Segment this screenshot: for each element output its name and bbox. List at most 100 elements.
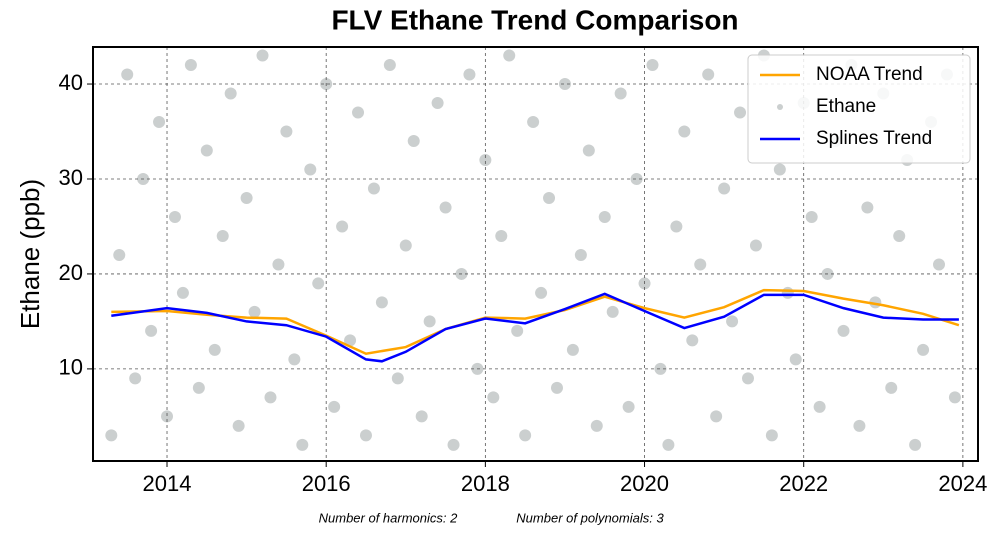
scatter-point xyxy=(447,438,460,451)
scatter-point xyxy=(694,258,707,271)
scatter-point xyxy=(662,438,675,451)
scatter-point xyxy=(288,353,301,366)
x-tick-label: 2022 xyxy=(779,471,828,496)
scatter-point xyxy=(192,381,205,394)
scatter-point xyxy=(208,343,221,356)
legend-label: Ethane xyxy=(816,96,876,117)
scatter-point xyxy=(224,87,237,100)
scatter-point xyxy=(813,400,826,413)
x-tick-label: 2020 xyxy=(620,471,669,496)
scatter-point xyxy=(511,324,524,337)
y-tick-label: 20 xyxy=(59,260,83,285)
scatter-point xyxy=(359,429,372,442)
scatter-point xyxy=(280,125,293,138)
y-axis-label: Ethane (ppb) xyxy=(15,179,45,329)
scatter-point xyxy=(232,419,245,432)
scatter-point xyxy=(113,248,126,261)
scatter-point xyxy=(519,429,532,442)
scatter-point xyxy=(853,419,866,432)
scatter-point xyxy=(527,116,540,129)
scatter-point xyxy=(781,286,794,299)
scatter-point xyxy=(479,153,492,166)
scatter-point xyxy=(336,220,349,233)
scatter-point xyxy=(272,258,285,271)
scatter-point xyxy=(948,391,961,404)
scatter-point xyxy=(543,191,556,204)
scatter-point xyxy=(200,144,213,157)
scatter-point xyxy=(423,315,436,328)
scatter-point xyxy=(129,372,142,385)
scatter-point xyxy=(535,286,548,299)
scatter-point xyxy=(654,362,667,375)
scatter-point xyxy=(726,315,739,328)
scatter-point xyxy=(805,210,818,223)
scatter-point xyxy=(256,49,269,62)
scatter-point xyxy=(487,391,500,404)
scatter-point xyxy=(893,229,906,242)
y-tick-label: 10 xyxy=(59,355,83,380)
x-tick-label: 2014 xyxy=(143,471,192,496)
scatter-point xyxy=(415,410,428,423)
scatter-point xyxy=(463,68,476,81)
scatter-point xyxy=(574,248,587,261)
scatter-point xyxy=(550,381,563,394)
scatter-point xyxy=(216,229,229,242)
legend-box xyxy=(747,54,971,164)
scatter-point xyxy=(558,78,571,91)
scatter-point xyxy=(407,135,420,148)
scatter-point xyxy=(789,353,802,366)
scatter-point xyxy=(391,372,404,385)
scatter-point xyxy=(933,258,946,271)
scatter-point xyxy=(773,163,786,176)
scatter-point xyxy=(566,343,579,356)
scatter-point xyxy=(622,400,635,413)
scatter-point xyxy=(240,191,253,204)
scatter-point xyxy=(598,210,611,223)
scatter-point xyxy=(264,391,277,404)
x-tick-label: 2018 xyxy=(461,471,510,496)
scatter-point xyxy=(917,343,930,356)
x-tick-label: 2024 xyxy=(938,471,987,496)
scatter-point xyxy=(885,381,898,394)
scatter-point xyxy=(105,429,118,442)
scatter-point xyxy=(145,324,158,337)
scatter-point xyxy=(702,68,715,81)
scatter-point xyxy=(678,125,691,138)
scatter-point xyxy=(383,59,396,72)
scatter-point xyxy=(328,400,341,413)
scatter-point xyxy=(168,210,181,223)
chart-title: FLV Ethane Trend Comparison xyxy=(331,4,738,35)
scatter-point xyxy=(590,419,603,432)
scatter-point xyxy=(765,429,778,442)
scatter-point xyxy=(630,172,643,185)
scatter-point xyxy=(582,144,595,157)
scatter-point xyxy=(837,324,850,337)
x-tick-label: 2016 xyxy=(302,471,351,496)
scatter-point xyxy=(312,277,325,290)
scatter-point xyxy=(352,106,365,119)
scatter-point xyxy=(606,305,619,318)
scatter-point xyxy=(734,106,747,119)
scatter-point xyxy=(670,220,683,233)
scatter-point xyxy=(909,438,922,451)
scatter-point xyxy=(367,182,380,195)
scatter-point xyxy=(161,410,174,423)
scatter-point xyxy=(686,334,699,347)
trend-line xyxy=(111,288,960,355)
scatter-point xyxy=(710,410,723,423)
plot-frame xyxy=(92,46,979,462)
scatter-point xyxy=(718,182,731,195)
y-tick-label: 30 xyxy=(59,165,83,190)
scatter-point xyxy=(503,49,516,62)
legend-label: Splines Trend xyxy=(816,128,932,149)
scatter-point xyxy=(431,97,444,110)
note: Number of polynomials: 3 xyxy=(516,510,664,525)
scatter-point xyxy=(344,334,357,347)
legend-swatch xyxy=(777,104,783,110)
scatter-point xyxy=(375,296,388,309)
scatter-point xyxy=(121,68,134,81)
scatter-point xyxy=(646,59,659,72)
note: Number of harmonics: 2 xyxy=(319,510,458,525)
legend-label: NOAA Trend xyxy=(816,64,923,85)
